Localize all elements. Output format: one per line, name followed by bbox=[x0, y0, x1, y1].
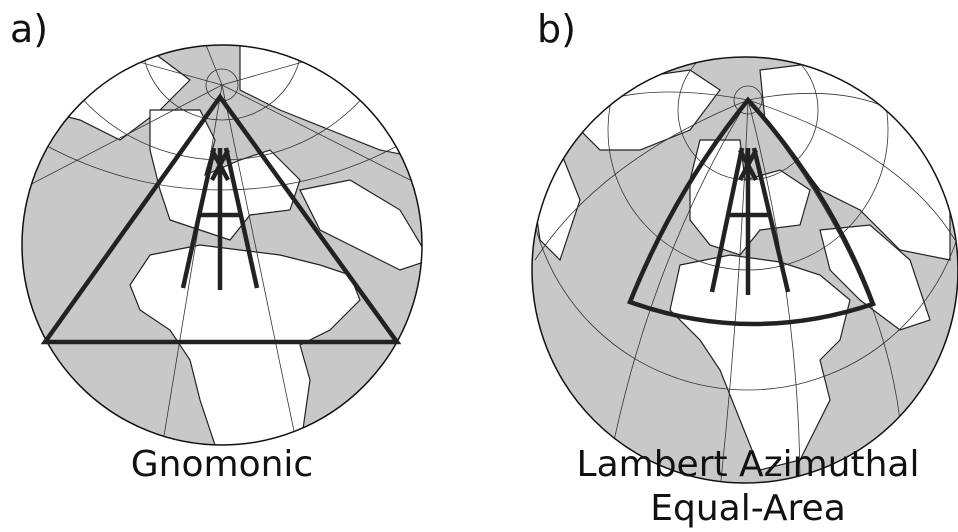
panel-caption: Equal-Area bbox=[650, 488, 846, 529]
gnomonic-map bbox=[0, 0, 592, 460]
panel-caption: Lambert Azimuthal bbox=[577, 444, 920, 485]
figure: a) b) Gnomonic Lambert Azimuthal Equal-A… bbox=[0, 0, 958, 532]
panel-caption: Gnomonic bbox=[131, 444, 313, 485]
panel-label: a) bbox=[10, 7, 48, 51]
panel-label: b) bbox=[537, 7, 576, 51]
